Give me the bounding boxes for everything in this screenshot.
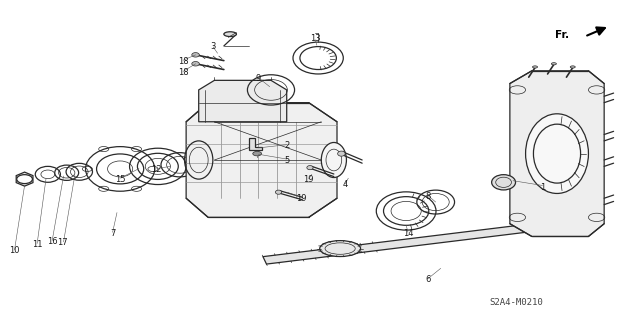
- Text: 2: 2: [284, 141, 289, 150]
- Ellipse shape: [570, 66, 575, 68]
- Ellipse shape: [307, 165, 313, 170]
- Ellipse shape: [192, 61, 199, 66]
- Text: 6: 6: [425, 275, 431, 284]
- Text: 5: 5: [284, 156, 289, 164]
- Text: 18: 18: [178, 57, 188, 66]
- Ellipse shape: [192, 52, 199, 57]
- Text: 11: 11: [32, 240, 42, 249]
- Ellipse shape: [275, 190, 282, 194]
- Text: 8: 8: [425, 192, 431, 201]
- Text: 16: 16: [47, 237, 57, 246]
- Ellipse shape: [319, 241, 360, 257]
- Text: S2A4-M0210: S2A4-M0210: [490, 298, 543, 307]
- Polygon shape: [198, 80, 287, 122]
- Text: 15: 15: [115, 175, 125, 184]
- Polygon shape: [249, 138, 261, 150]
- Polygon shape: [510, 71, 604, 236]
- Text: 10: 10: [9, 246, 20, 255]
- Ellipse shape: [491, 175, 515, 190]
- Text: 19: 19: [304, 175, 314, 184]
- Ellipse shape: [321, 142, 347, 178]
- Ellipse shape: [532, 66, 537, 68]
- Ellipse shape: [224, 32, 236, 36]
- Ellipse shape: [551, 63, 556, 65]
- Circle shape: [253, 151, 261, 156]
- Ellipse shape: [338, 151, 345, 156]
- Text: 4: 4: [343, 180, 348, 189]
- Text: 18: 18: [178, 68, 188, 77]
- Polygon shape: [186, 103, 337, 217]
- Polygon shape: [16, 172, 33, 186]
- Ellipse shape: [525, 114, 588, 194]
- Text: 7: 7: [110, 229, 115, 238]
- Text: 12: 12: [151, 165, 162, 174]
- Text: 19: 19: [296, 194, 306, 203]
- Ellipse shape: [17, 175, 32, 184]
- Text: 9: 9: [256, 74, 261, 83]
- Text: 13: 13: [310, 35, 320, 44]
- Polygon shape: [263, 221, 553, 264]
- Text: 14: 14: [403, 229, 413, 238]
- Text: Fr.: Fr.: [556, 30, 570, 40]
- Text: 1: 1: [540, 183, 545, 192]
- Text: 17: 17: [57, 238, 67, 247]
- Text: 3: 3: [210, 42, 216, 52]
